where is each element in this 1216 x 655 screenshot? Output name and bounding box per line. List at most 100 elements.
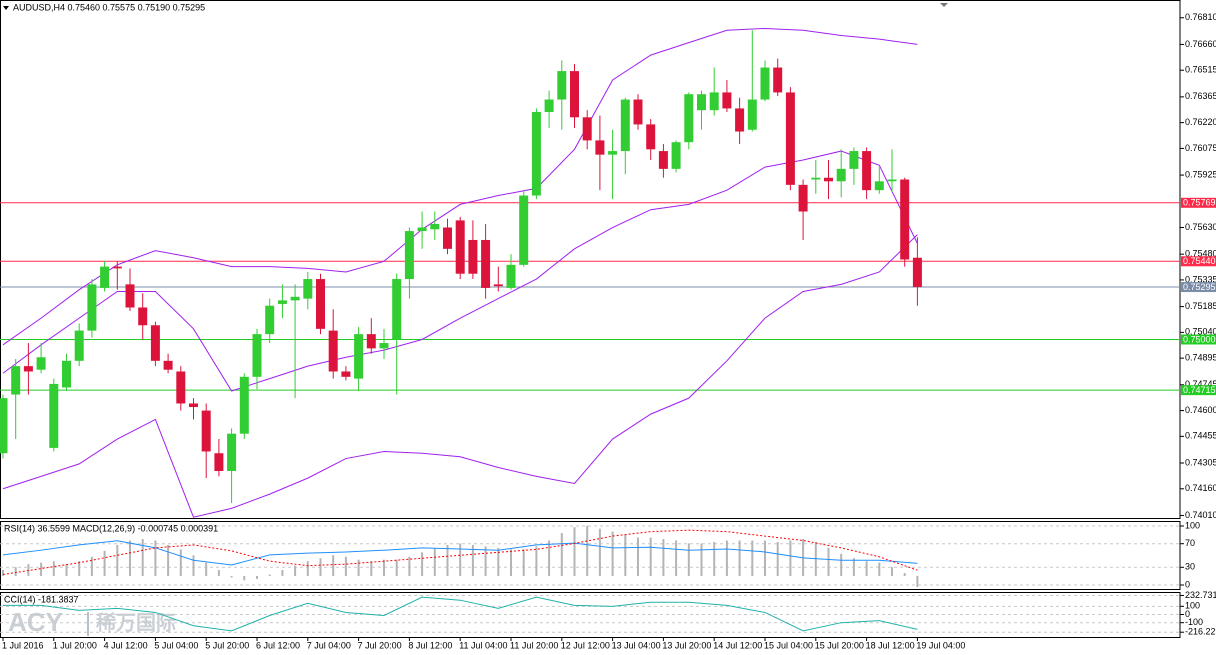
candle-body <box>862 151 872 191</box>
candle-body <box>836 168 846 182</box>
histogram-bar <box>497 547 500 576</box>
level-label-box <box>1181 197 1216 208</box>
candle-body <box>354 334 364 379</box>
level-label: 0.75000 <box>1183 334 1216 344</box>
histogram-bar <box>243 575 246 581</box>
x-tick-label: 7 Jul 20:00 <box>358 640 402 650</box>
candle-body <box>176 371 186 404</box>
x-tick-label: 15 Jul 20:00 <box>815 640 864 650</box>
candle-body <box>747 99 757 130</box>
histogram-bar <box>649 537 652 576</box>
y-tick-label: 0.75040 <box>1185 327 1216 337</box>
histogram-bar <box>382 559 385 576</box>
x-tick-label: 5 Jul 20:00 <box>205 640 249 650</box>
histogram-bar <box>675 540 678 576</box>
x-tick-label: 1 Jul 2016 <box>2 640 44 650</box>
y-tick-label: 100 <box>1185 520 1200 530</box>
y-tick-label: 70 <box>1185 538 1195 548</box>
panel-title: CCI(14) -181.3837 <box>4 594 79 604</box>
indicator-line <box>3 596 918 632</box>
candle-body <box>23 366 33 372</box>
candle-body <box>239 376 249 434</box>
histogram-bar <box>471 544 474 576</box>
y-tick-label: 0.74745 <box>1185 379 1216 389</box>
candle-body <box>214 453 224 472</box>
candle-body <box>442 227 452 249</box>
candle-body <box>709 92 719 111</box>
candle-body <box>900 179 910 260</box>
histogram-bar <box>179 549 182 576</box>
candle-body <box>519 195 529 265</box>
histogram-bar <box>840 553 843 576</box>
level-label-box <box>1181 282 1216 293</box>
histogram-bar <box>128 540 131 576</box>
y-tick-label: 0 <box>1185 579 1190 589</box>
candle-body <box>150 325 160 361</box>
candle-body <box>481 239 491 288</box>
histogram-bar <box>230 575 233 578</box>
indicator-line <box>2 540 918 566</box>
candle-body <box>874 181 884 191</box>
histogram-bar <box>446 544 449 576</box>
y-tick-label: 0.74305 <box>1185 457 1216 467</box>
panel-title: RSI(14) 36.5599 MACD(12,26,9) -0.000745 … <box>4 523 218 533</box>
histogram-bar <box>205 562 208 576</box>
level-label: 0.75295 <box>1183 282 1216 292</box>
histogram-bar <box>535 546 538 576</box>
candle-body <box>11 366 21 395</box>
x-tick-label: 11 Jul 20:00 <box>510 640 558 650</box>
candle-body <box>341 371 351 377</box>
candle-body <box>912 257 922 288</box>
y-tick-label: 0.76660 <box>1185 39 1216 49</box>
candle-body <box>49 383 59 448</box>
candle-body <box>112 266 122 269</box>
panel-frame <box>0 521 1181 590</box>
candle-body <box>392 279 402 340</box>
histogram-bar <box>522 549 525 576</box>
x-tick-label: 11 Jul 04:00 <box>459 640 507 650</box>
candle-body <box>417 227 427 232</box>
candle-body <box>74 330 84 361</box>
candle-body <box>430 223 440 230</box>
level-label: 0.74715 <box>1183 385 1216 395</box>
histogram-bar <box>306 561 309 576</box>
candle-body <box>0 398 8 454</box>
histogram-bar <box>332 555 335 576</box>
candle-body <box>468 239 478 274</box>
histogram-bar <box>154 540 157 576</box>
x-tick-label: 12 Jul 12:00 <box>561 640 610 650</box>
x-tick-label: 8 Jul 12:00 <box>408 640 452 650</box>
histogram-bar <box>865 561 868 576</box>
candle-body <box>620 99 630 152</box>
histogram-bar <box>916 575 919 587</box>
y-tick-label: 0.76075 <box>1185 143 1216 153</box>
candle-body <box>595 140 605 155</box>
candle-body <box>722 92 732 109</box>
watermark-logo: ACY <box>8 607 63 637</box>
level-label: 0.75769 <box>1183 198 1216 208</box>
histogram-bar <box>725 540 728 576</box>
y-tick-label: 100 <box>1185 601 1200 611</box>
menu-arrow <box>3 6 9 10</box>
histogram-bar <box>586 525 589 576</box>
histogram-bar <box>598 528 601 576</box>
candle-body <box>404 231 414 280</box>
histogram-bar <box>509 549 512 576</box>
candle-body <box>277 300 287 304</box>
histogram-bar <box>192 555 195 576</box>
histogram-bar <box>1 570 4 576</box>
x-tick-label: 4 Jul 12:00 <box>104 640 148 650</box>
histogram-bar <box>713 541 716 576</box>
histogram-bar <box>548 540 551 576</box>
histogram-bar <box>357 559 360 576</box>
level-label: 0.75440 <box>1183 256 1216 266</box>
histogram-bar <box>751 540 754 576</box>
candle-body <box>265 305 275 335</box>
candle-body <box>125 284 135 308</box>
histogram-bar <box>484 546 487 576</box>
candle-body <box>658 151 668 169</box>
histogram-bar <box>662 539 665 576</box>
candle-body <box>138 307 148 326</box>
candle-body <box>201 410 211 452</box>
